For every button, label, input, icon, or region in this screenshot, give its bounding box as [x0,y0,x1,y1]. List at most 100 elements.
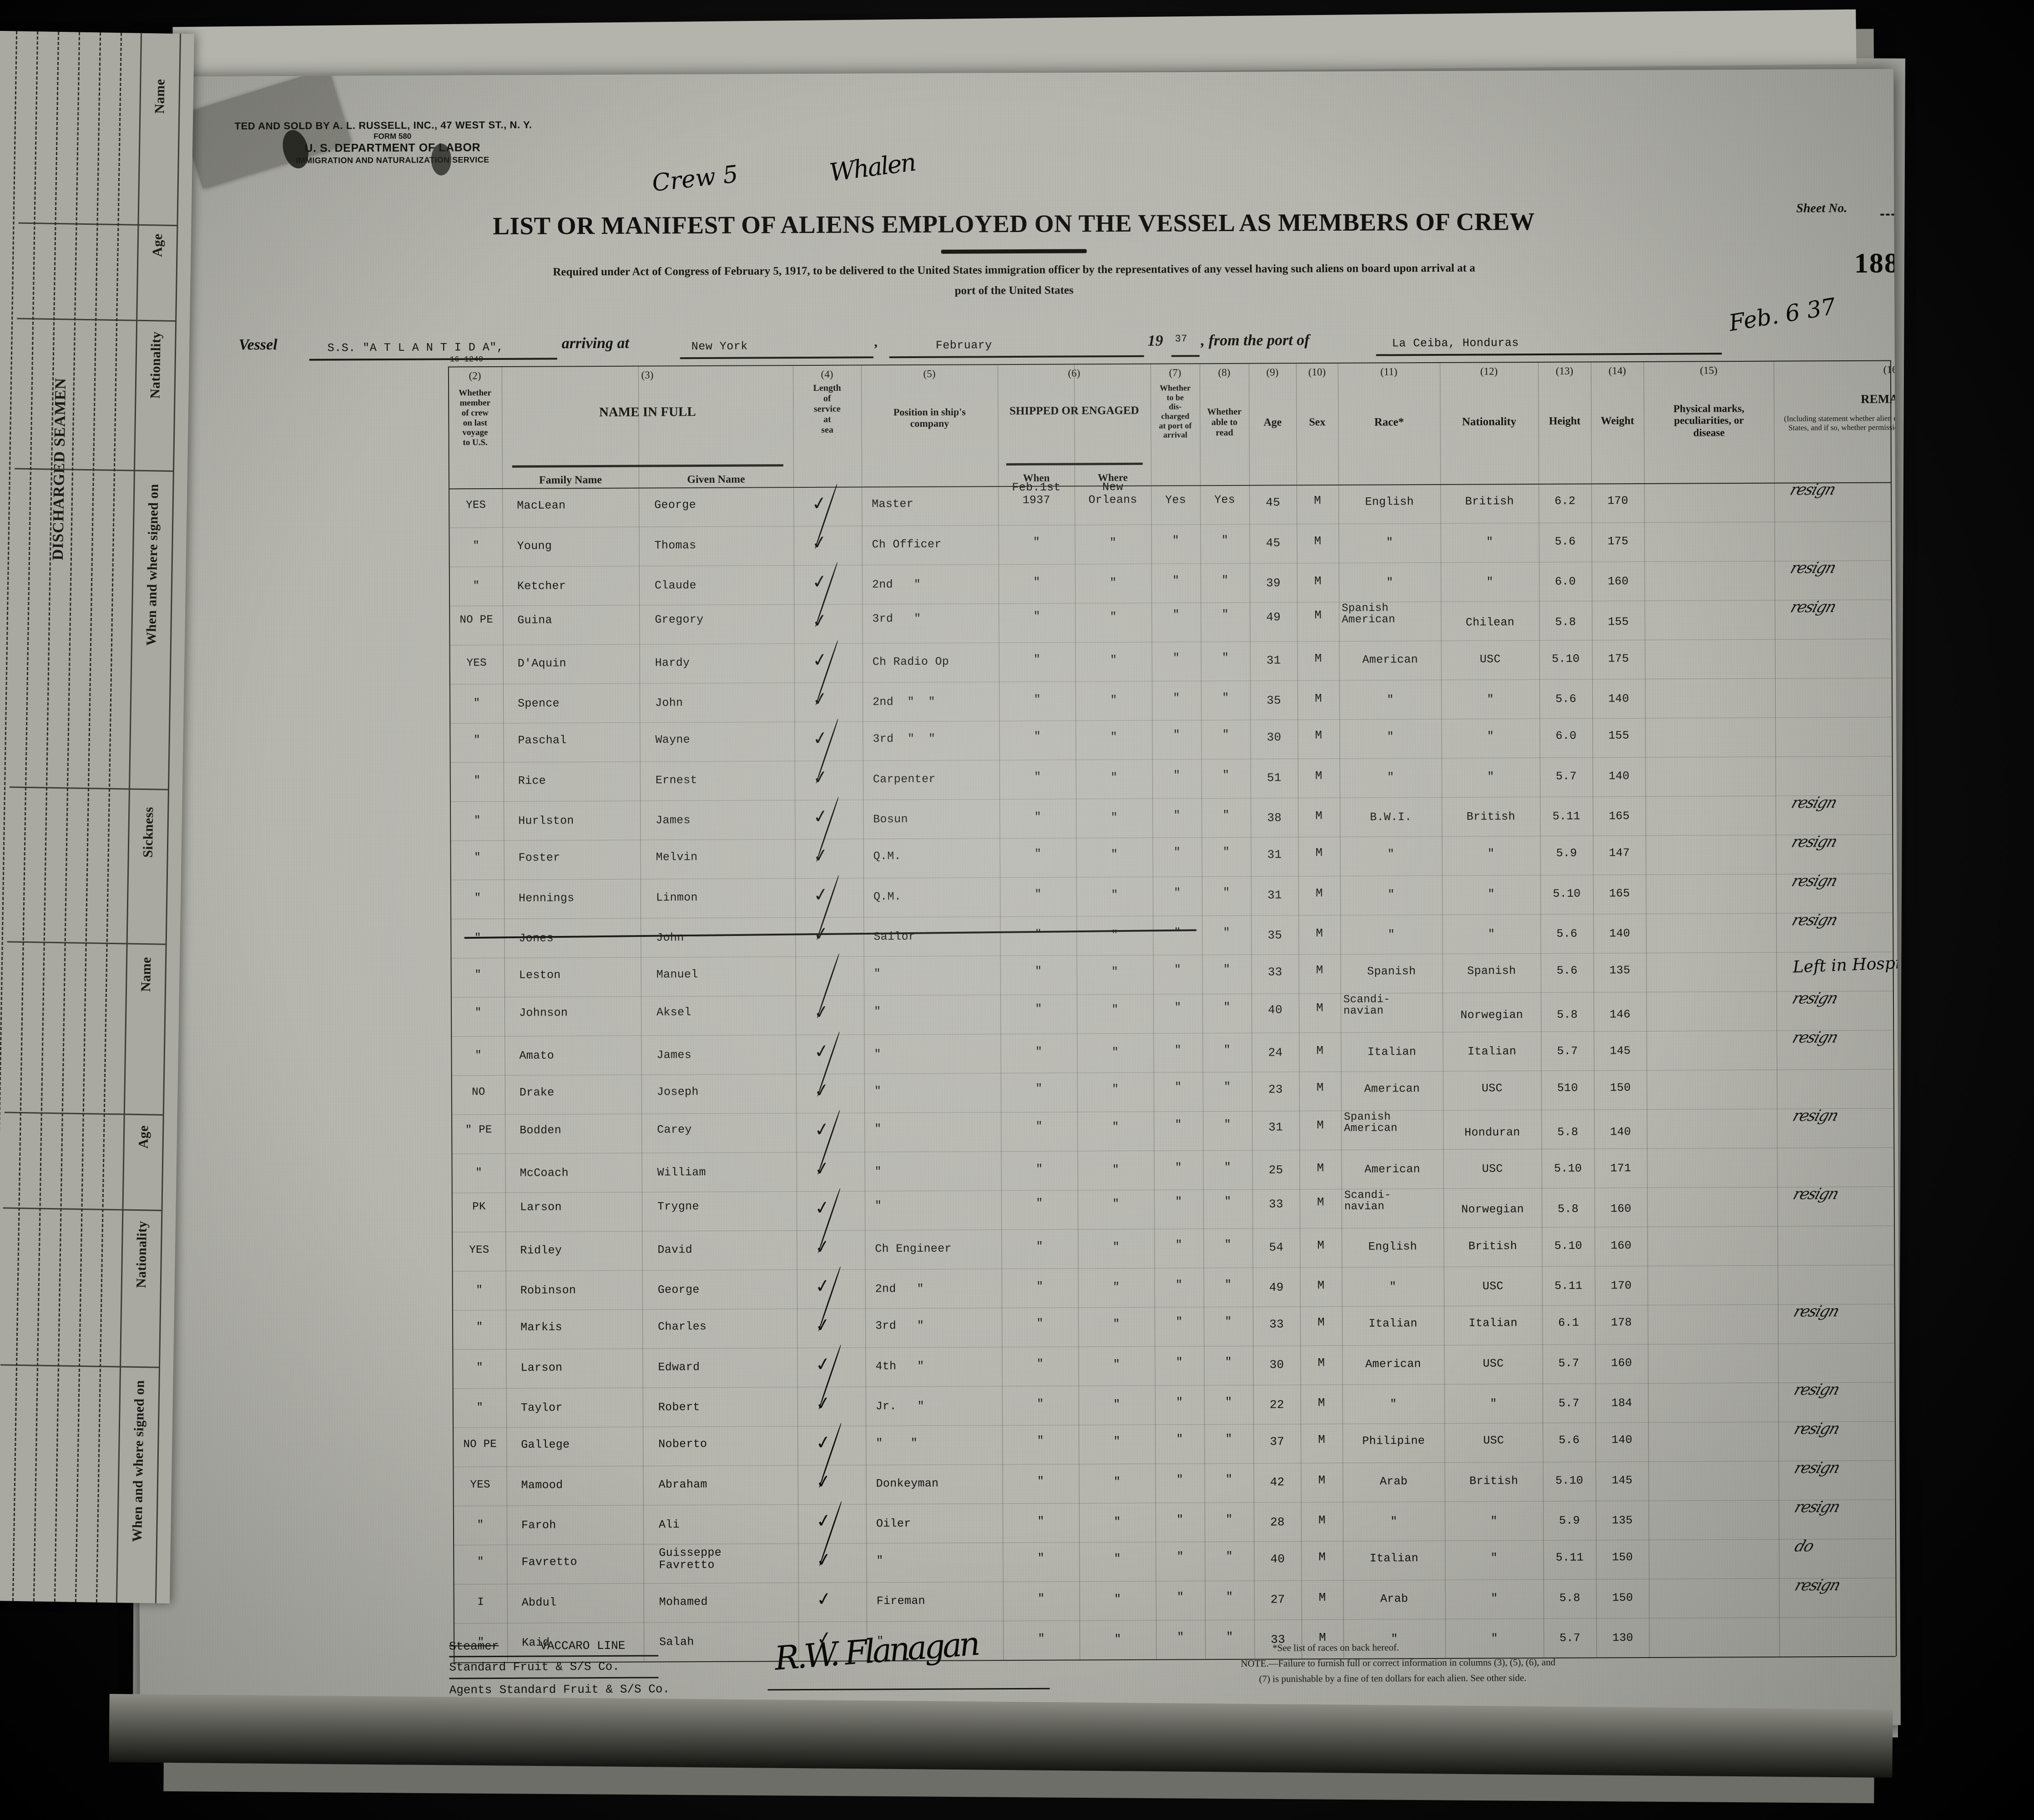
cell-shipped-when-29: " [1037,1592,1045,1605]
cell-position-29: Fireman [876,1594,925,1608]
cell-age-17: 31 [1268,1120,1283,1134]
cell-remarks-14: resign [1790,989,1840,1008]
vessel-name-value: S.S. "A T L A N T I D A", [327,340,504,355]
cell-sex-27: M [1318,1513,1326,1527]
cell-family-name-27: Faroh [521,1518,556,1532]
cell-nationality-22: Italian [1469,1316,1518,1330]
cell-family-name-12: Jones [519,931,554,945]
cell-able-to-read-16: " [1224,1080,1231,1094]
cell-crew-last-voyage-29: I [477,1596,485,1609]
cell-family-name-23: Larson [520,1361,563,1375]
row-divider [450,873,1893,880]
cell-given-name-3: Claude [654,579,697,592]
cell-able-to-read-28: " [1226,1549,1233,1563]
cell-able-to-read-13: " [1223,962,1231,976]
cell-remarks-25: resign [1792,1420,1842,1438]
cell-race-23: American [1365,1357,1421,1371]
cell-nationality-3: " [1486,575,1494,589]
cell-able-to-read-21: " [1224,1278,1232,1292]
cell-position-13: " [873,967,881,981]
cell-discharged-at-port-8: " [1173,768,1181,782]
cell-remarks-19: resign [1791,1185,1841,1203]
vessel-name-rule [309,358,557,361]
cell-shipped-where-27: " [1114,1515,1121,1529]
column-number-12: (12) [1480,365,1498,377]
cell-position-4: 3rd " [872,612,921,626]
cell-able-to-read-18: " [1224,1160,1232,1174]
cell-able-to-read-4: " [1221,607,1229,622]
cell-discharged-at-port-24: " [1176,1395,1183,1409]
cell-able-to-read-29: " [1226,1590,1233,1604]
column-header-whether: Whether to be dis-charged at port of arrival [1159,383,1192,440]
cell-family-name-2: Young [517,539,552,553]
cell-shipped-when-13: " [1035,964,1042,978]
cell-height-13: 5.6 [1556,964,1578,977]
cell-able-to-read-8: " [1222,768,1230,782]
cell-age-8: 51 [1267,771,1282,785]
form-code-label: 16—1240 [449,355,484,364]
column-number-8: (8) [1218,366,1231,379]
cell-age-13: 33 [1267,965,1282,979]
cell-crew-last-voyage-11: " [474,892,481,905]
cell-crew-last-voyage-16: NO [472,1086,485,1099]
cell-shipped-where-26: " [1113,1475,1121,1489]
cell-weight-18: 171 [1610,1162,1631,1175]
cell-able-to-read-26: " [1225,1472,1233,1486]
cell-age-9: 38 [1267,811,1282,825]
cell-crew-last-voyage-5: YES [466,657,487,670]
row-divider [452,1343,1895,1350]
cell-race-11: " [1388,888,1395,901]
row-divider [451,1147,1894,1154]
cell-shipped-where-13: " [1111,965,1119,979]
cell-remarks-15: resign [1790,1028,1840,1047]
cell-sex-5: M [1314,652,1322,666]
cell-weight-10: 147 [1609,846,1630,860]
cell-family-name-4: Guina [517,613,552,627]
cell-discharged-at-port-18: " [1175,1161,1182,1174]
cell-shipped-when-17: " [1035,1119,1043,1133]
cell-given-name-25: Noberto [658,1437,707,1451]
vessel-line-row: Vessel S.S. "A T L A N T I D A", arrivin… [134,293,1895,362]
cell-nationality-23: USC [1483,1357,1504,1370]
cell-sex-19: M [1317,1195,1324,1209]
cell-weight-20: 160 [1610,1239,1632,1253]
cell-race-9: B.W.I. [1370,810,1412,824]
cell-family-name-19: Larson [520,1200,562,1214]
checkmark-length-of-service-23: ✓ [814,1353,833,1376]
row-divider [452,1225,1894,1233]
cell-nationality-8: " [1487,770,1494,784]
cell-crew-last-voyage-8: " [474,774,481,787]
column-number-14: (14) [1608,365,1626,377]
cell-remarks-27: resign [1792,1498,1842,1517]
cell-shipped-when-28: " [1037,1551,1045,1565]
cell-family-name-13: Leston [519,968,561,982]
column-number-5: (5) [923,368,936,379]
cell-age-24: 22 [1269,1398,1284,1412]
cell-discharged-at-port-6: " [1173,691,1180,705]
cell-able-to-read-24: " [1225,1395,1232,1409]
steamship-company: Standard Fruit & S/S Co. [449,1659,620,1674]
month-value: February [935,339,992,352]
cell-weight-7: 155 [1608,729,1630,743]
cell-sex-9: M [1315,809,1323,823]
cell-weight-23: 160 [1611,1356,1632,1370]
cell-weight-6: 140 [1608,692,1630,706]
cell-race-14: Scandi- navian [1343,993,1390,1018]
row-divider [451,1069,1893,1076]
column-number-3: (3) [641,369,654,381]
cell-position-19: " [874,1199,882,1213]
cell-shipped-where-21: " [1112,1280,1120,1294]
cell-able-to-read-7: " [1222,728,1230,742]
column-subheader-family-name: Family Name [539,474,602,486]
cell-shipped-when-4: " [1033,609,1040,623]
cell-discharged-at-port-19: " [1175,1195,1182,1208]
cell-shipped-when-14: " [1035,1002,1042,1016]
cell-given-name-11: Linmon [656,891,698,905]
handwritten-inspector-name: Whalen [828,147,917,187]
cell-given-name-22: Charles [658,1320,707,1334]
cell-family-name-1: MacLean [517,499,566,512]
cell-nationality-11: " [1488,887,1495,901]
cell-position-16: " [874,1084,882,1098]
cell-crew-last-voyage-14: " [474,1006,482,1019]
cell-shipped-when-20: " [1036,1239,1044,1253]
